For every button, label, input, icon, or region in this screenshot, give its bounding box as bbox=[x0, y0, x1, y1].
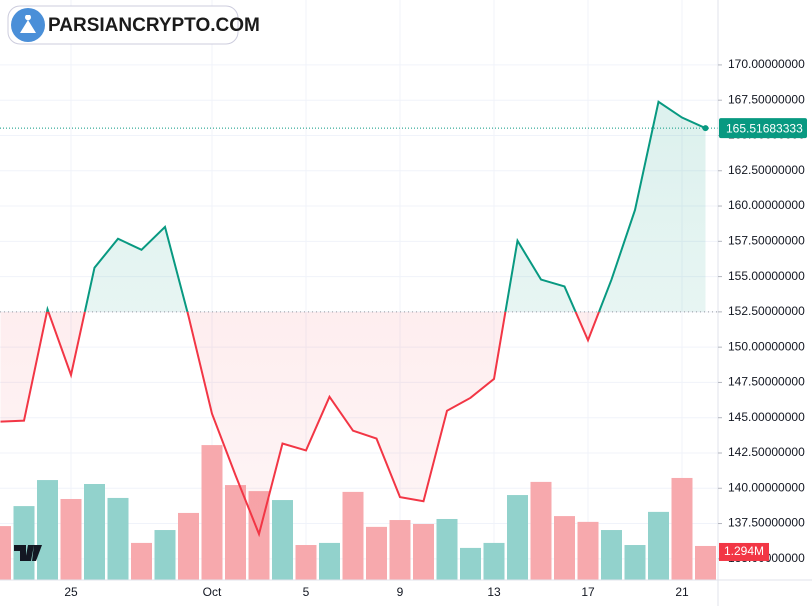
volume-bar bbox=[201, 445, 223, 580]
volume-bar bbox=[225, 485, 246, 580]
volume-bar bbox=[84, 484, 105, 580]
watermark-badge: PARSIANCRYPTO.COM bbox=[7, 5, 260, 45]
price-line-down bbox=[0, 311, 601, 538]
volume-bar bbox=[624, 545, 646, 580]
last-price-label: 165.51683333 bbox=[726, 121, 803, 135]
y-tick-label: 170.00000000 bbox=[728, 57, 805, 71]
volume-bar bbox=[601, 530, 622, 580]
last-point bbox=[702, 125, 709, 132]
volume-bar bbox=[0, 526, 11, 580]
volume-bar bbox=[342, 491, 364, 580]
volume-bar bbox=[554, 516, 575, 580]
volume-bar bbox=[507, 495, 528, 580]
volume-bar bbox=[648, 511, 669, 580]
y-tick-label: 137.50000000 bbox=[728, 516, 805, 530]
volume-bar bbox=[530, 481, 552, 580]
volume-bar bbox=[413, 523, 434, 580]
volume-bar bbox=[13, 506, 35, 580]
volume-bar bbox=[154, 530, 176, 580]
y-tick-label: 160.00000000 bbox=[728, 198, 805, 212]
volume-bar bbox=[37, 480, 58, 580]
volume-bar bbox=[695, 545, 716, 580]
price bbox=[0, 100, 718, 538]
x-tick-label: 5 bbox=[303, 585, 310, 599]
y-tick-label: 155.00000000 bbox=[728, 269, 805, 283]
volume-label-bg bbox=[719, 542, 769, 561]
x-tick-label: 13 bbox=[487, 585, 501, 599]
volume bbox=[0, 445, 716, 580]
y-tick-label: 147.50000000 bbox=[728, 375, 805, 389]
y-tick-label: 145.00000000 bbox=[728, 410, 805, 424]
y-tick-label: 167.50000000 bbox=[728, 92, 805, 106]
volume-bar bbox=[272, 500, 293, 580]
price-line-up bbox=[45, 100, 706, 312]
volume-bar bbox=[577, 521, 599, 580]
watermark: PARSIANCRYPTO.COM bbox=[48, 15, 260, 36]
x-tick-label: 21 bbox=[675, 585, 689, 599]
last-price-bg bbox=[719, 118, 807, 139]
y-tick-label: 140.00000000 bbox=[728, 480, 805, 494]
volume-bar bbox=[131, 542, 152, 580]
volume-bar bbox=[671, 477, 693, 580]
area-down bbox=[0, 311, 599, 534]
x-tick-label: 25 bbox=[64, 585, 78, 599]
area-up bbox=[0, 101, 706, 312]
volume-label: 1.294M bbox=[724, 544, 764, 558]
tv-logo bbox=[14, 545, 42, 561]
y-tick-label: 150.00000000 bbox=[728, 339, 805, 353]
axes: 135.00000000137.50000000140.00000000142.… bbox=[64, 57, 807, 599]
y-tick-label: 157.50000000 bbox=[728, 233, 805, 247]
volume-bar bbox=[436, 518, 458, 580]
volume-bar bbox=[366, 526, 387, 580]
y-tick-label: 162.50000000 bbox=[728, 163, 805, 177]
y-tick-label: 152.50000000 bbox=[728, 304, 805, 318]
volume-bar bbox=[295, 545, 317, 580]
volume-bar bbox=[389, 520, 411, 580]
volume-bar bbox=[107, 497, 129, 580]
volume-bar bbox=[60, 498, 82, 580]
x-tick-label: 17 bbox=[581, 585, 595, 599]
y-tick-label: 142.50000000 bbox=[728, 445, 805, 459]
x-tick-label: Oct bbox=[203, 585, 222, 599]
volume-bar bbox=[483, 542, 505, 580]
volume-bar bbox=[460, 547, 481, 580]
x-tick-label: 9 bbox=[397, 585, 404, 599]
volume-bar bbox=[319, 542, 340, 580]
volume-bar bbox=[178, 512, 199, 580]
